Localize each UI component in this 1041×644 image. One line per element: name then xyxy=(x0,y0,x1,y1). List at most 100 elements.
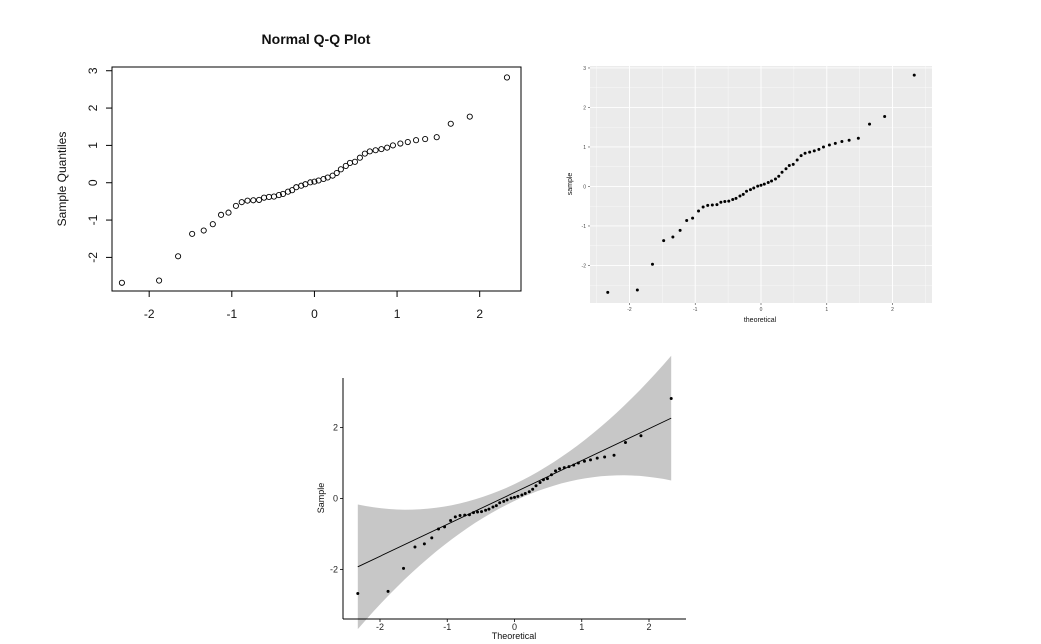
x-tick-label: 2 xyxy=(476,307,483,321)
data-point xyxy=(260,194,268,201)
data-point xyxy=(265,193,273,200)
data-point xyxy=(463,513,467,517)
data-point xyxy=(685,218,689,222)
data-point xyxy=(741,192,745,196)
data-point xyxy=(562,466,566,470)
data-point xyxy=(293,184,300,191)
y-axis-ticks: -2 0 2 xyxy=(330,423,343,574)
data-point xyxy=(623,441,627,445)
grid-lines xyxy=(590,66,932,303)
data-point xyxy=(516,494,520,498)
data-point xyxy=(386,589,390,593)
data-point xyxy=(710,203,714,207)
data-point xyxy=(256,196,263,203)
data-point xyxy=(466,113,473,120)
data-point xyxy=(346,159,354,166)
data-point xyxy=(803,151,807,155)
data-point xyxy=(727,199,731,203)
data-point xyxy=(361,150,368,157)
data-point xyxy=(527,490,531,494)
data-point xyxy=(784,167,788,171)
data-point xyxy=(447,120,454,127)
data-point xyxy=(817,147,821,151)
x-tick-label: -1 xyxy=(226,307,237,321)
data-point xyxy=(833,141,837,145)
data-point xyxy=(471,511,475,515)
x-tick-label: -2 xyxy=(627,307,632,313)
data-point xyxy=(554,469,558,473)
x-axis-label: Theoretical xyxy=(492,631,537,641)
data-point xyxy=(453,515,457,519)
data-point xyxy=(799,154,803,158)
y-tick-label: 1 xyxy=(86,142,100,149)
y-tick-label: -1 xyxy=(86,214,100,225)
data-point xyxy=(719,200,723,204)
data-point xyxy=(397,140,404,147)
x-tick-label: 0 xyxy=(512,622,517,632)
data-point xyxy=(706,203,710,207)
y-axis-label: Sample Quantiles xyxy=(55,132,69,227)
data-point xyxy=(433,134,440,141)
data-points xyxy=(356,397,673,595)
data-point xyxy=(669,397,673,401)
data-point xyxy=(503,74,511,81)
data-point xyxy=(520,493,524,497)
data-point xyxy=(541,478,545,482)
data-point xyxy=(449,518,453,522)
data-point xyxy=(808,150,812,154)
data-point xyxy=(639,434,643,438)
data-point xyxy=(244,197,251,204)
data-point xyxy=(356,591,360,595)
data-point xyxy=(389,142,396,149)
data-point xyxy=(275,192,282,199)
data-point xyxy=(745,189,749,193)
data-point xyxy=(787,164,791,168)
data-point xyxy=(856,136,860,140)
chart-title: Normal Q-Q Plot xyxy=(262,31,371,47)
data-point xyxy=(595,456,599,460)
data-point xyxy=(531,487,535,491)
y-tick-label: -2 xyxy=(330,564,338,574)
data-point xyxy=(458,514,462,518)
y-axis-ticks: -2 -1 0 1 2 3 xyxy=(582,66,590,269)
y-tick-label: 2 xyxy=(333,423,338,433)
data-point xyxy=(378,146,385,153)
data-point xyxy=(748,188,752,192)
y-tick-label: 2 xyxy=(583,105,586,111)
data-point xyxy=(333,169,340,177)
data-point xyxy=(671,235,675,239)
x-tick-label: -2 xyxy=(376,622,384,632)
data-points xyxy=(118,74,511,286)
data-point xyxy=(372,147,379,154)
data-point xyxy=(443,525,447,529)
x-tick-label: 1 xyxy=(579,622,584,632)
data-point xyxy=(437,527,441,531)
data-point xyxy=(118,279,125,286)
data-point xyxy=(491,505,495,509)
data-point xyxy=(606,290,610,294)
x-tick-label: 0 xyxy=(760,307,763,313)
data-point xyxy=(549,473,553,477)
data-point xyxy=(662,239,666,243)
data-point xyxy=(912,73,916,77)
data-point xyxy=(545,477,549,481)
data-point xyxy=(770,179,774,183)
data-point xyxy=(175,253,182,260)
data-point xyxy=(773,177,777,181)
y-tick-label: 3 xyxy=(86,67,100,74)
data-point xyxy=(209,221,216,228)
data-point xyxy=(351,158,358,165)
data-point xyxy=(480,510,484,514)
data-point xyxy=(534,484,538,488)
data-point xyxy=(218,211,225,218)
data-points xyxy=(606,73,916,294)
data-point xyxy=(467,513,471,517)
data-point xyxy=(795,158,799,162)
y-tick-label: 1 xyxy=(583,145,586,151)
x-axis-ticks: -2 -1 0 1 2 xyxy=(376,619,652,632)
data-point xyxy=(691,216,695,220)
data-point xyxy=(847,138,851,142)
data-point xyxy=(523,492,527,496)
data-point xyxy=(156,277,163,284)
